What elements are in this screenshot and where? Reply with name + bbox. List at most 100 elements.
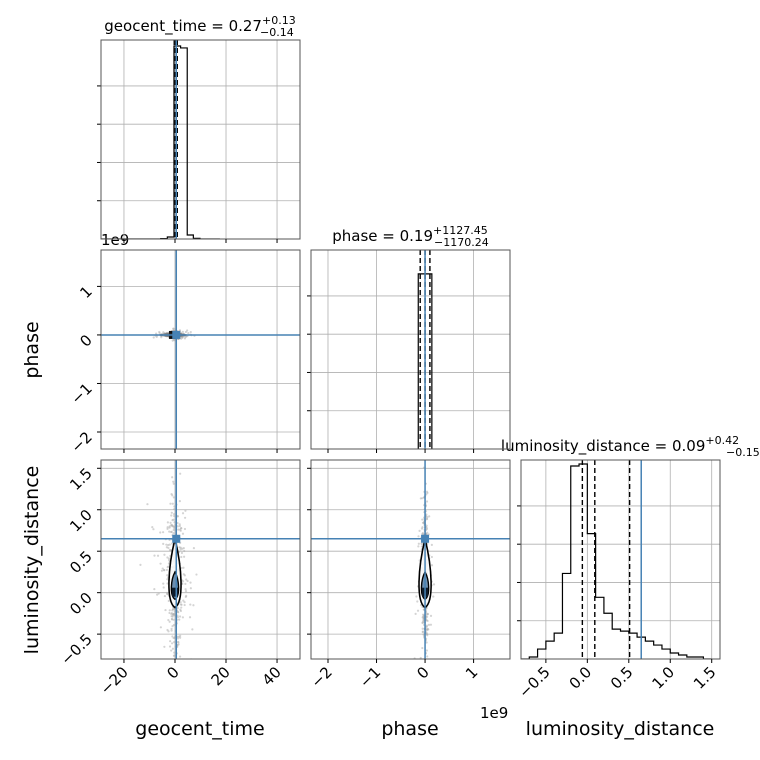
sample-point [185, 578, 188, 581]
sample-point [171, 502, 174, 505]
sample-point [425, 641, 428, 644]
sample-point [183, 601, 186, 604]
density-peak [171, 587, 178, 597]
sample-point [427, 623, 431, 627]
sample-point [425, 628, 429, 631]
sample-point [170, 615, 173, 618]
sample-point [171, 476, 174, 479]
y-tick-label: −1 [67, 380, 95, 408]
sample-point [420, 542, 423, 545]
truth-marker [421, 534, 430, 543]
sample-point [425, 625, 428, 628]
sample-point [168, 620, 171, 623]
sample-point [170, 492, 173, 496]
sample-point [195, 573, 198, 576]
sample-point [421, 630, 425, 633]
sample-point [178, 329, 182, 332]
sample-point [163, 594, 166, 598]
sample-point [176, 515, 179, 518]
sample-point [159, 626, 162, 629]
sample-point [169, 696, 171, 698]
sample-point [172, 531, 175, 535]
sample-point [178, 528, 182, 531]
sample-point [187, 332, 190, 335]
sample-point [189, 587, 192, 590]
sample-point [414, 612, 417, 615]
sample-point [166, 527, 169, 530]
sample-point [172, 480, 175, 483]
sample-point [189, 603, 192, 606]
sample-point [172, 496, 175, 499]
sample-point [425, 490, 429, 493]
phase-y-offset-label: 1e9 [101, 231, 129, 249]
panel-geocent_time-phase: −2 −1 0 1 [67, 249, 301, 456]
sample-point [139, 563, 142, 566]
x-tick-label: 1 [462, 663, 481, 682]
sample-point [173, 635, 177, 639]
sample-point [422, 698, 424, 700]
sample-point [182, 573, 185, 576]
sample-point [181, 336, 184, 339]
sample-point [179, 472, 182, 475]
title-ld-label: luminosity_distance [501, 437, 650, 456]
sample-point [152, 528, 155, 531]
sample-point [421, 443, 423, 445]
sample-point [173, 507, 176, 511]
sample-point [184, 590, 188, 593]
panel-frame [100, 459, 301, 660]
panel-frame [310, 249, 511, 450]
panel-content [417, 250, 433, 449]
sample-point [180, 551, 184, 555]
sample-point [168, 543, 171, 546]
sample-point [192, 604, 195, 607]
sample-point [172, 528, 175, 532]
sample-point [177, 611, 180, 614]
sample-point [425, 615, 429, 618]
sample-point [421, 518, 424, 521]
sample-point [429, 623, 433, 626]
xlabel-phase: phase [381, 718, 438, 740]
sample-point [183, 555, 186, 558]
panel-frame [100, 249, 301, 450]
sample-point [167, 546, 170, 550]
sample-point [186, 579, 189, 583]
sample-point [170, 618, 174, 621]
panel-frame [310, 459, 511, 660]
sample-point [168, 530, 171, 533]
title-phase: phase = 0.19+1127.45 [332, 224, 488, 245]
sample-point [170, 642, 174, 645]
sample-point [182, 566, 185, 569]
sample-point [176, 521, 179, 525]
sample-point [430, 555, 433, 559]
sample-point [152, 336, 155, 339]
sample-point [425, 649, 428, 652]
y-tick-label: −0.5 [57, 630, 95, 668]
x-tick-label: 40 [259, 663, 285, 689]
xlabel-luminosity-distance: luminosity_distance [526, 718, 715, 740]
sample-point [178, 655, 182, 658]
panel-luminosity_distance-luminosity_distance: −0.5 0.0 0.5 1.0 1.5 [515, 459, 721, 702]
sample-point [170, 627, 173, 630]
title-ld-median: 0.09 [672, 437, 705, 455]
sample-point [166, 574, 169, 577]
sample-point [172, 654, 176, 657]
title-phase-label: phase [332, 227, 377, 245]
sample-point [178, 500, 181, 503]
sample-point [180, 666, 182, 668]
sample-point [184, 588, 187, 591]
sample-point [184, 509, 187, 512]
sample-point [168, 609, 171, 612]
sample-point [168, 611, 171, 615]
sample-point [172, 514, 176, 518]
sample-point [171, 608, 175, 611]
sample-point [421, 497, 424, 500]
title-phase-plus: +1127.45 [433, 224, 488, 237]
ylabel-phase: phase [21, 321, 43, 378]
sample-point [417, 545, 420, 548]
sample-point [428, 515, 431, 518]
sample-point [421, 621, 424, 625]
sample-point [166, 526, 169, 529]
sample-point [163, 553, 166, 556]
sample-point [160, 569, 164, 572]
sample-point [166, 582, 169, 585]
